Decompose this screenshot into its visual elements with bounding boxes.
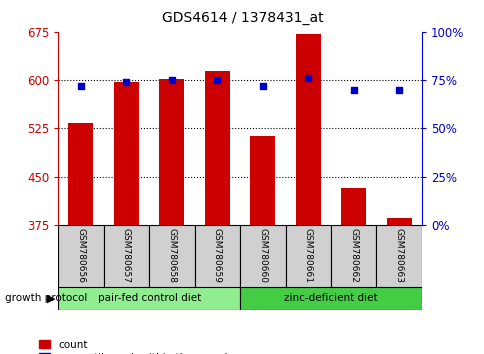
Point xyxy=(258,83,266,89)
Bar xyxy=(194,225,240,287)
Bar xyxy=(341,188,365,225)
Bar xyxy=(58,287,240,310)
Text: GSM780657: GSM780657 xyxy=(121,228,131,283)
Text: GSM780662: GSM780662 xyxy=(348,228,358,283)
Point xyxy=(304,75,312,81)
Point xyxy=(349,87,357,92)
Point xyxy=(122,79,130,85)
Text: GSM780661: GSM780661 xyxy=(303,228,312,283)
Bar xyxy=(376,225,421,287)
Bar xyxy=(114,82,138,225)
Text: GSM780663: GSM780663 xyxy=(394,228,403,283)
Text: GSM780660: GSM780660 xyxy=(258,228,267,283)
Point xyxy=(213,77,221,83)
Bar xyxy=(240,225,285,287)
Text: zinc-deficient diet: zinc-deficient diet xyxy=(284,293,377,303)
Bar xyxy=(58,225,104,287)
Point xyxy=(394,87,402,92)
Bar xyxy=(386,218,411,225)
Bar xyxy=(295,34,320,225)
Text: ▶: ▶ xyxy=(47,293,56,303)
Text: GSM780658: GSM780658 xyxy=(167,228,176,283)
Bar xyxy=(104,225,149,287)
Bar xyxy=(149,225,194,287)
Bar xyxy=(68,123,93,225)
Text: growth protocol: growth protocol xyxy=(5,293,87,303)
Point xyxy=(77,83,85,89)
Legend: count, percentile rank within the sample: count, percentile rank within the sample xyxy=(39,340,233,354)
Bar xyxy=(285,225,330,287)
Text: GSM780656: GSM780656 xyxy=(76,228,85,283)
Text: GDS4614 / 1378431_at: GDS4614 / 1378431_at xyxy=(161,11,323,25)
Bar xyxy=(204,71,229,225)
Bar xyxy=(159,79,184,225)
Text: pair-fed control diet: pair-fed control diet xyxy=(97,293,200,303)
Text: GSM780659: GSM780659 xyxy=(212,228,221,283)
Point xyxy=(167,77,175,83)
Bar xyxy=(250,136,275,225)
Bar xyxy=(330,225,376,287)
Bar xyxy=(240,287,421,310)
